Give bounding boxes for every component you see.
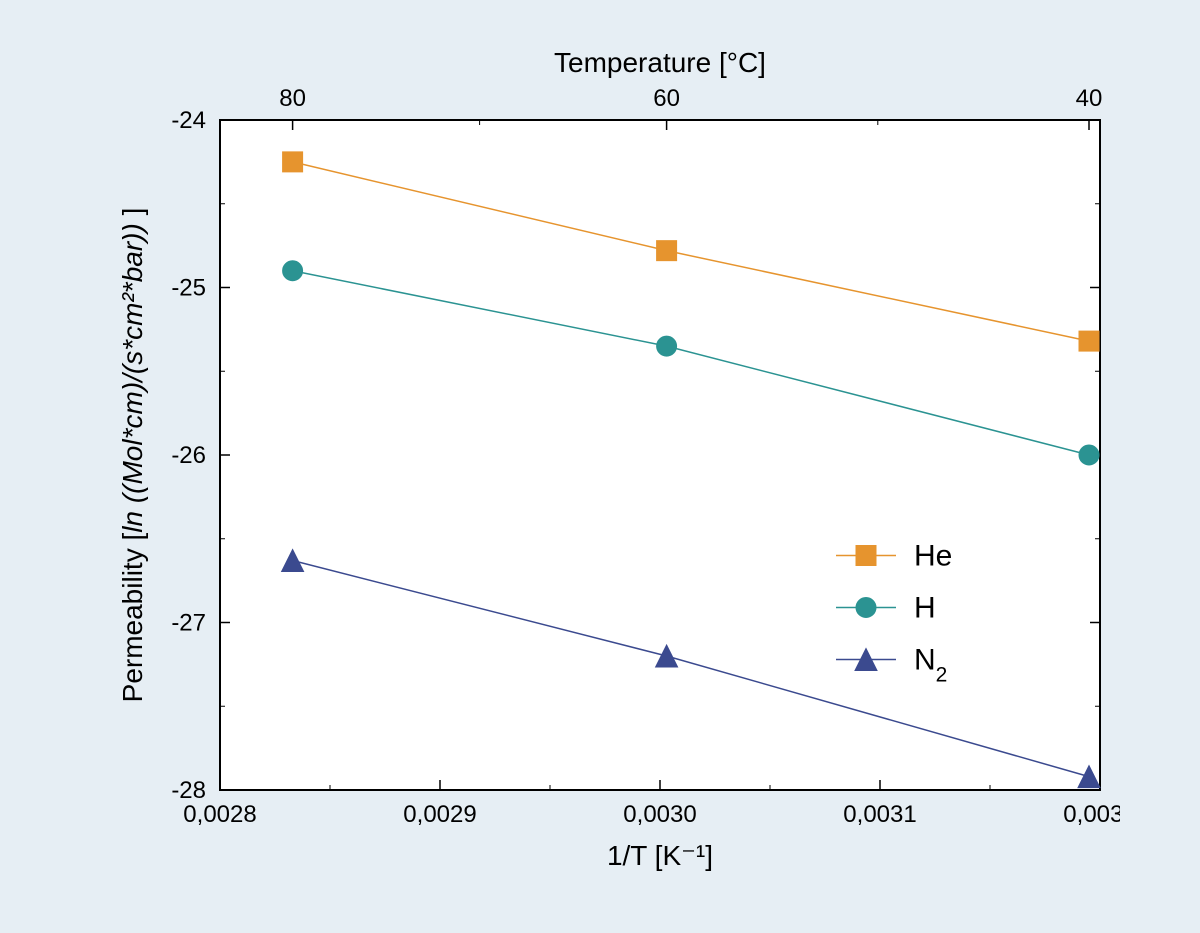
svg-text:Permeability [ln ((Mol*cm)/(s*: Permeability [ln ((Mol*cm)/(s*cm²*bar)) … — [117, 208, 148, 703]
svg-text:-25: -25 — [171, 275, 206, 302]
svg-text:0,0029: 0,0029 — [403, 801, 476, 828]
svg-text:80: 80 — [279, 85, 306, 112]
svg-text:1/T [K⁻¹]: 1/T [K⁻¹] — [607, 840, 713, 871]
svg-text:He: He — [914, 540, 952, 573]
svg-text:-26: -26 — [171, 442, 206, 469]
svg-text:0,0032: 0,0032 — [1063, 801, 1120, 828]
svg-text:-27: -27 — [171, 610, 206, 637]
svg-text:0,0030: 0,0030 — [623, 801, 696, 828]
svg-text:H: H — [914, 592, 936, 625]
svg-text:0,0028: 0,0028 — [183, 801, 256, 828]
svg-text:0,0031: 0,0031 — [843, 801, 916, 828]
svg-text:Temperature [°C]: Temperature [°C] — [554, 47, 766, 78]
svg-text:-28: -28 — [171, 777, 206, 804]
svg-text:-24: -24 — [171, 107, 206, 134]
permeability-chart: 0,0028 0,0029 0,0030 0,0031 0,0032 1/T [K⁻¹] 8… — [100, 30, 1120, 900]
svg-text:40: 40 — [1076, 85, 1103, 112]
svg-text:60: 60 — [653, 85, 680, 112]
chart-container: 0,0028 0,0029 0,0030 0,0031 0,0032 1/T [K⁻¹] 8… — [100, 30, 1120, 900]
